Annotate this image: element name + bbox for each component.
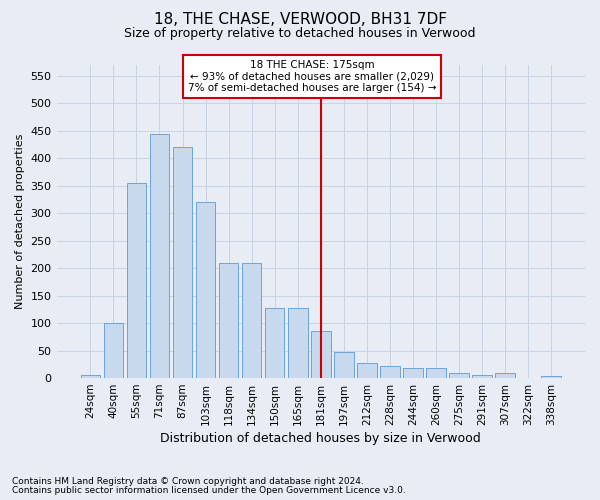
Bar <box>173 148 193 378</box>
Bar <box>496 372 515 378</box>
Bar <box>265 308 284 378</box>
Bar <box>219 262 238 378</box>
X-axis label: Distribution of detached houses by size in Verwood: Distribution of detached houses by size … <box>160 432 481 445</box>
Bar <box>541 376 561 378</box>
Bar <box>403 368 423 378</box>
Bar <box>149 134 169 378</box>
Bar <box>426 368 446 378</box>
Bar <box>104 323 123 378</box>
Text: 18 THE CHASE: 175sqm
← 93% of detached houses are smaller (2,029)
7% of semi-det: 18 THE CHASE: 175sqm ← 93% of detached h… <box>188 60 436 93</box>
Bar <box>449 372 469 378</box>
Bar <box>472 376 492 378</box>
Text: Contains HM Land Registry data © Crown copyright and database right 2024.: Contains HM Land Registry data © Crown c… <box>12 477 364 486</box>
Bar <box>311 332 331 378</box>
Bar <box>288 308 308 378</box>
Text: Contains public sector information licensed under the Open Government Licence v3: Contains public sector information licen… <box>12 486 406 495</box>
Bar <box>380 366 400 378</box>
Text: 18, THE CHASE, VERWOOD, BH31 7DF: 18, THE CHASE, VERWOOD, BH31 7DF <box>154 12 446 28</box>
Bar <box>334 352 353 378</box>
Bar <box>357 362 377 378</box>
Text: Size of property relative to detached houses in Verwood: Size of property relative to detached ho… <box>124 28 476 40</box>
Bar <box>127 183 146 378</box>
Bar <box>242 262 262 378</box>
Bar <box>80 376 100 378</box>
Y-axis label: Number of detached properties: Number of detached properties <box>15 134 25 309</box>
Bar <box>196 202 215 378</box>
